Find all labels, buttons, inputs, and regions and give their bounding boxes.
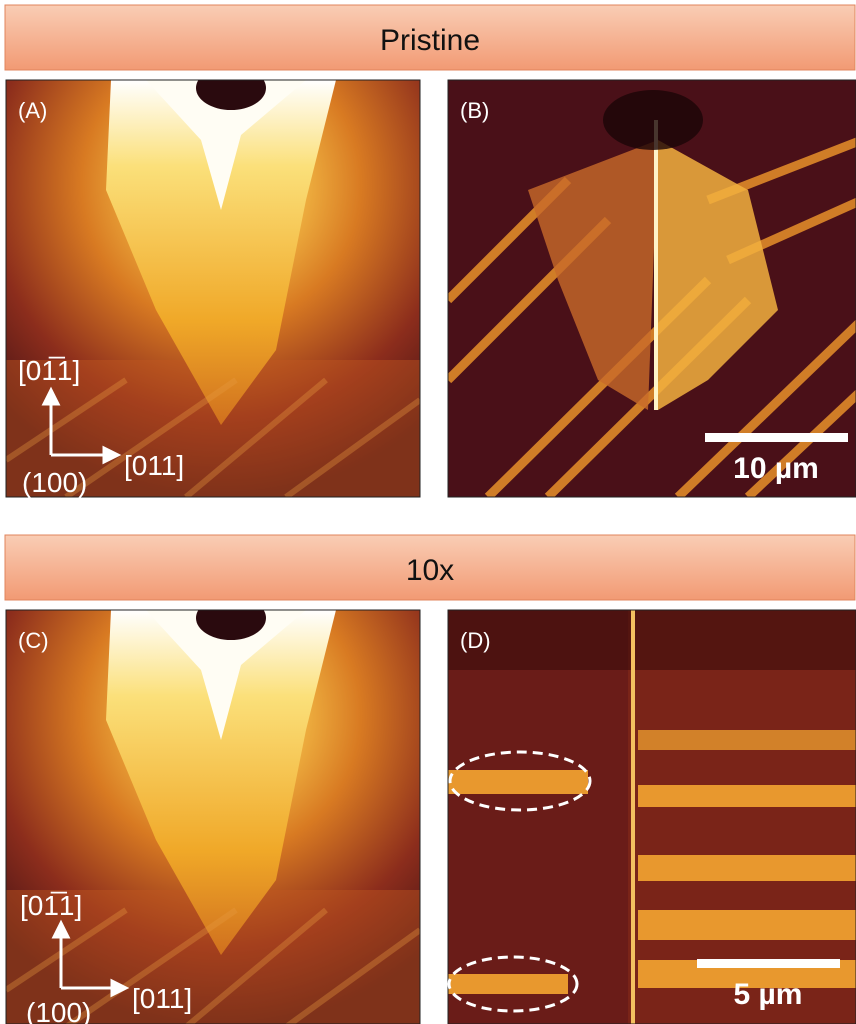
panel-a: (A) [01̅1] (100) [011] xyxy=(6,66,420,498)
scale-bar-label: 10 µm xyxy=(733,452,819,485)
section-title: Pristine xyxy=(380,24,480,57)
panel-label: (A) xyxy=(18,98,47,123)
axis-label: [011] xyxy=(124,450,184,481)
figure: Pristine (A) [01̅1] (100) [011] (B) 10 µ… xyxy=(0,0,856,1024)
scale-bar-label: 5 µm xyxy=(734,978,803,1011)
panel-c: (C) [01̅1] (100) [011] xyxy=(6,596,420,1024)
axis-label: [011] xyxy=(132,983,192,1014)
panel-label: (D) xyxy=(460,628,491,653)
axis-label: (100) xyxy=(22,467,87,498)
panel-b: (B) 10 µm xyxy=(448,80,856,497)
panel-d: (D) 5 µm xyxy=(448,610,856,1024)
page: {"sections": [ {"title": "Pristine", "pa… xyxy=(0,0,856,1024)
panel-label: (B) xyxy=(460,98,489,123)
afm-image xyxy=(6,596,420,1024)
panel-label: (C) xyxy=(18,628,49,653)
axis-label: [01̅1] xyxy=(20,890,82,921)
afm-image xyxy=(6,66,420,497)
scale-bar xyxy=(697,959,840,968)
axis-label: (100) xyxy=(26,997,91,1024)
scale-bar xyxy=(705,433,848,442)
axis-label: [01̅1] xyxy=(18,355,80,386)
section-title: 10x xyxy=(406,554,454,587)
